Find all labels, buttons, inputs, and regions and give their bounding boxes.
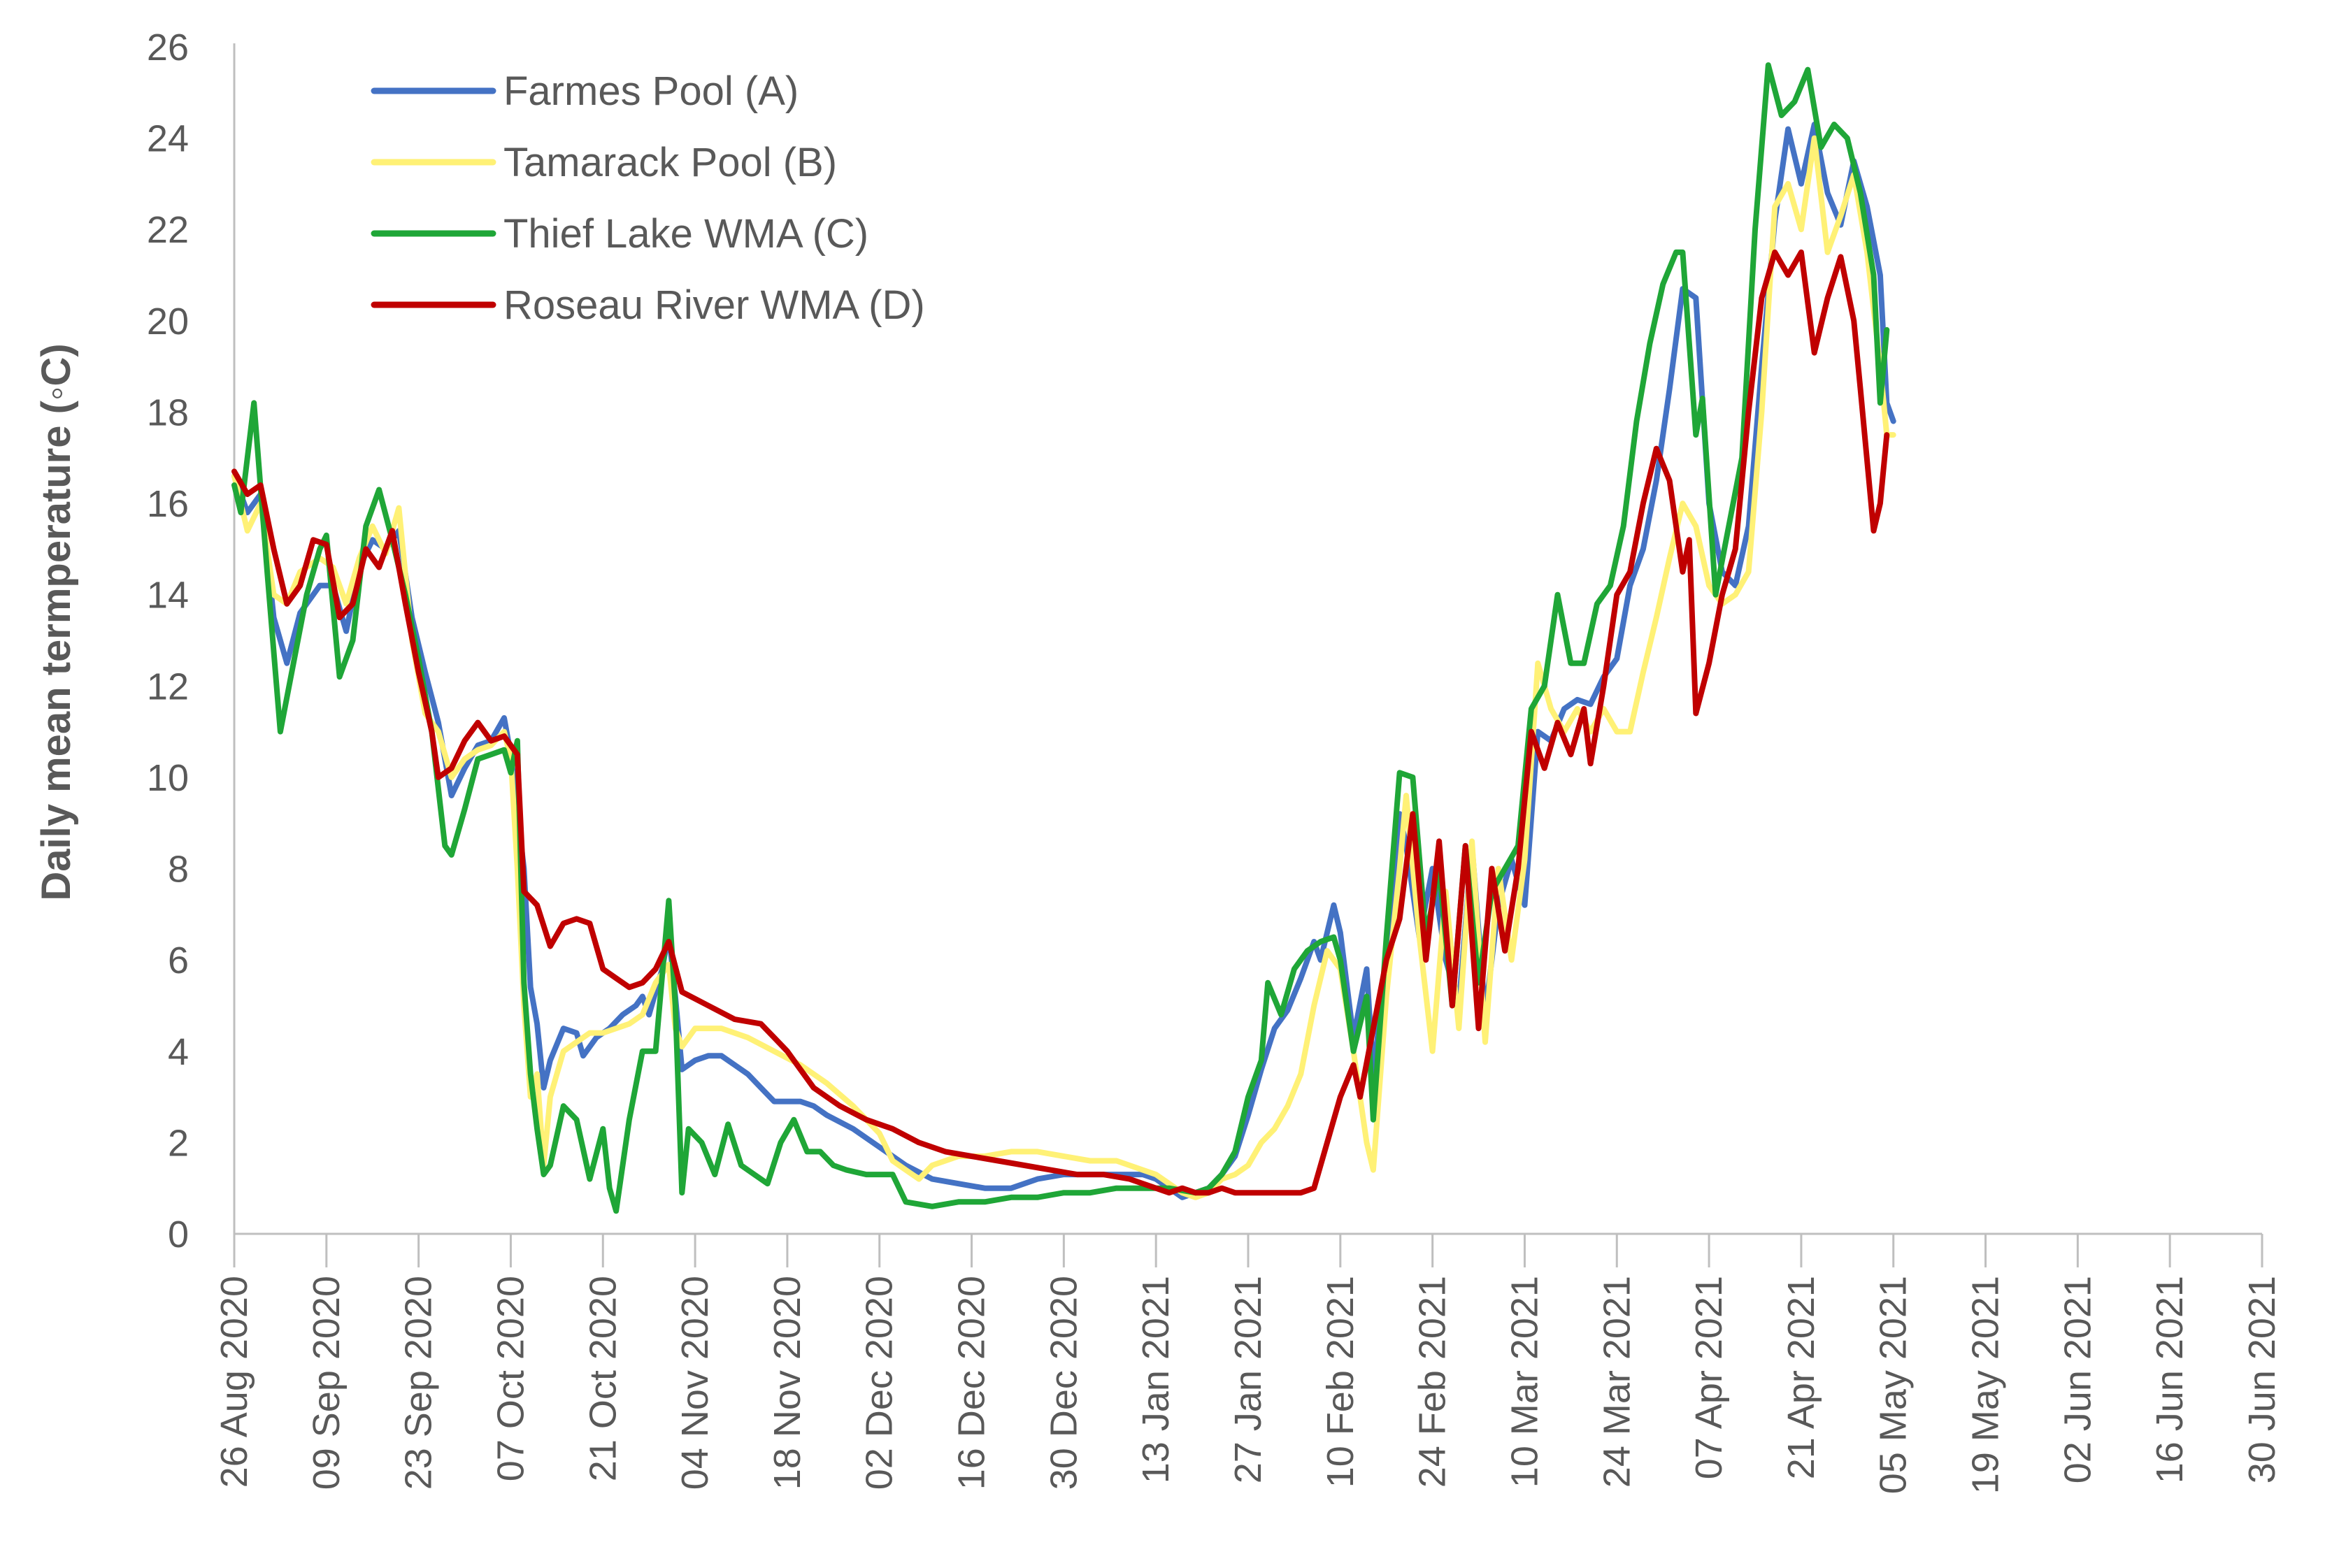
- series-line-3: [231, 62, 1890, 1214]
- x-tick-label: 10 Feb 2021: [1319, 1276, 1361, 1488]
- x-tick-label: 24 Mar 2021: [1596, 1276, 1638, 1488]
- legend-label-3: Thief Lake WMA (C): [503, 211, 868, 257]
- legend-label-1: Farmes Pool (A): [503, 69, 799, 114]
- x-tick-label: 07 Apr 2021: [1688, 1276, 1730, 1479]
- axes: [233, 43, 2262, 1235]
- y-tick-label: 22: [147, 209, 189, 251]
- x-tick-label: 21 Oct 2020: [582, 1276, 624, 1481]
- series-lines: [231, 62, 1896, 1214]
- y-tick-label: 0: [168, 1214, 189, 1256]
- y-tick-label: 2: [168, 1122, 189, 1164]
- x-tick-label: 30 Jun 2021: [2241, 1276, 2283, 1483]
- legend-label-2: Tamarack Pool (B): [503, 140, 837, 185]
- x-axis-ticks: 26 Aug 2020 09 Sep 2020 23 Sep 2020 07 Oct …: [213, 1234, 2283, 1494]
- y-tick-label: 12: [147, 666, 189, 707]
- series-line-2: [231, 135, 1896, 1200]
- y-tick-label: 4: [168, 1031, 189, 1073]
- x-tick-label: 09 Sep 2020: [306, 1276, 348, 1490]
- y-axis-title: Daily mean termperature (◦C): [34, 343, 79, 900]
- x-tick-label: 19 May 2021: [1965, 1276, 2007, 1494]
- y-tick-label: 20: [147, 301, 189, 343]
- x-tick-label: 04 Nov 2020: [674, 1276, 716, 1490]
- x-tick-label: 24 Feb 2021: [1412, 1276, 1454, 1488]
- x-tick-label: 27 Jan 2021: [1227, 1276, 1269, 1483]
- x-tick-label: 13 Jan 2021: [1135, 1276, 1177, 1483]
- y-tick-label: 10: [147, 757, 189, 799]
- x-tick-label: 16 Dec 2020: [951, 1276, 993, 1490]
- y-tick-label: 16: [147, 483, 189, 525]
- x-tick-label: 23 Sep 2020: [398, 1276, 440, 1490]
- y-tick-label: 8: [168, 849, 189, 891]
- y-axis-title-group: Daily mean termperature (◦C): [34, 343, 79, 900]
- series-line-4: [231, 249, 1890, 1196]
- x-tick-label: 07 Oct 2020: [489, 1276, 531, 1481]
- y-tick-label: 6: [168, 940, 189, 981]
- y-tick-label: 24: [147, 118, 189, 160]
- y-tick-label: 26: [147, 27, 189, 69]
- x-tick-label: 05 May 2021: [1873, 1276, 1915, 1494]
- y-tick-label: 18: [147, 391, 189, 433]
- x-tick-label: 02 Dec 2020: [859, 1276, 901, 1490]
- x-tick-label: 21 Apr 2021: [1780, 1276, 1822, 1479]
- x-tick-label: 18 Nov 2020: [766, 1276, 808, 1490]
- x-tick-label: 26 Aug 2020: [213, 1276, 255, 1488]
- series-line-1: [231, 122, 1896, 1200]
- x-tick-label: 10 Mar 2021: [1503, 1276, 1545, 1488]
- y-tick-label: 14: [147, 575, 189, 617]
- legend-label-4: Roseau River WMA (D): [503, 282, 925, 328]
- x-tick-label: 16 Jun 2021: [2149, 1276, 2191, 1483]
- legend: Farmes Pool (A) Tamarack Pool (B) Thief La…: [371, 69, 925, 328]
- x-tick-label: 02 Jun 2021: [2056, 1276, 2098, 1483]
- x-tick-label: 30 Dec 2020: [1043, 1276, 1085, 1490]
